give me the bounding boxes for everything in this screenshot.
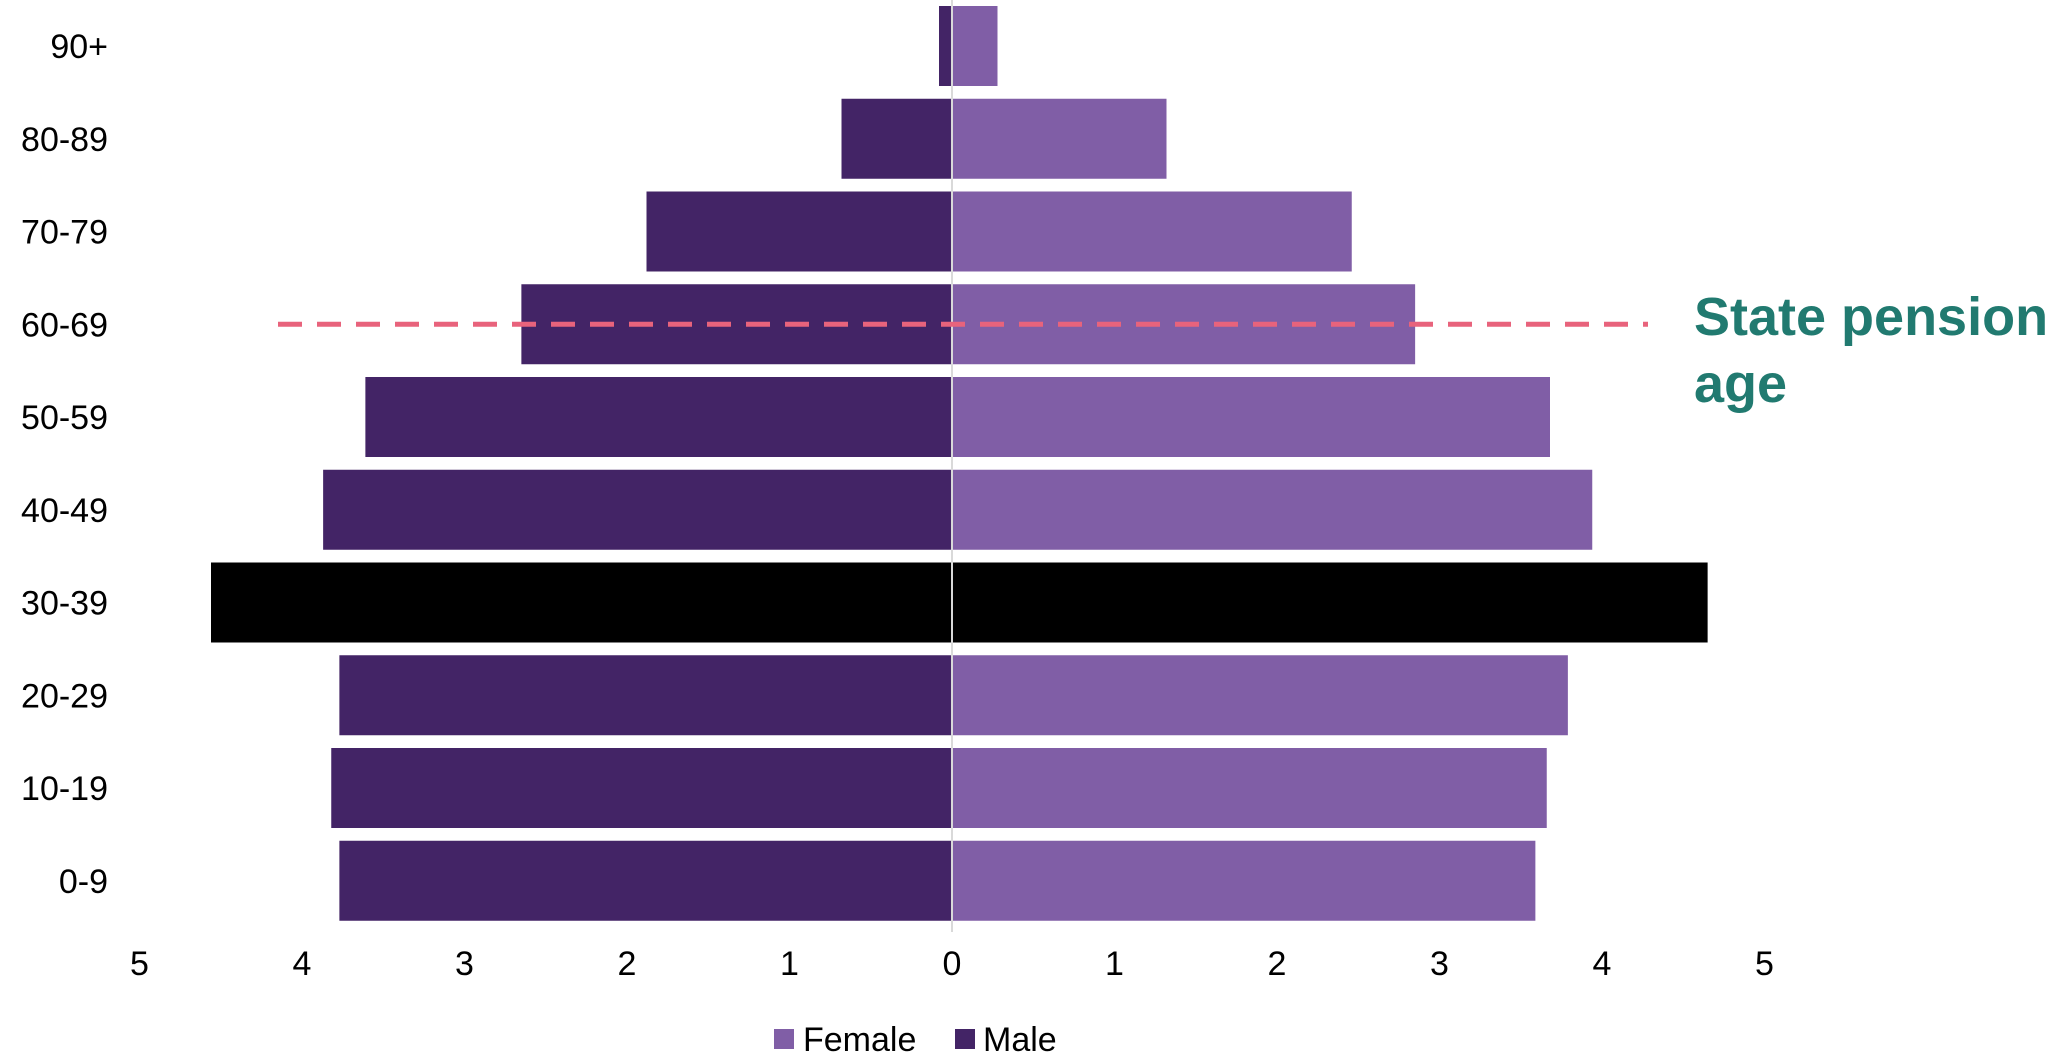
bar-male-20-29 (339, 655, 952, 736)
y-tick-label: 0-9 (59, 863, 108, 901)
bar-female-70-79 (952, 191, 1352, 272)
y-tick-label: 90+ (50, 28, 108, 66)
legend-label-male: Male (983, 1021, 1057, 1056)
x-tick-label: 3 (455, 945, 474, 983)
x-tick-label: 2 (618, 945, 637, 983)
y-tick-label: 80-89 (21, 121, 108, 159)
y-tick-label: 30-39 (21, 585, 108, 623)
x-tick-label: 1 (780, 945, 799, 983)
x-axis-labels: 5 4 3 2 1 0 1 2 3 4 5 (130, 945, 1774, 983)
y-tick-label: 40-49 (21, 492, 108, 530)
bar-female-90+ (952, 6, 998, 86)
reference-line-group: State pension age (278, 287, 2048, 414)
y-axis-labels: 0-9 10-19 20-29 30-39 40-49 50-59 60-69 70-79 80… (21, 28, 108, 901)
bars-group (211, 6, 1708, 921)
bar-male-80-89 (841, 98, 952, 179)
state-pension-age-label: State pension (1694, 287, 2048, 347)
bar-female-80-89 (952, 98, 1167, 179)
legend-swatch-female (774, 1029, 794, 1049)
bar-male-0-9 (339, 840, 952, 921)
x-tick-label: 2 (1268, 945, 1287, 983)
x-tick-label: 1 (1105, 945, 1124, 983)
legend-swatch-male (955, 1029, 975, 1049)
bar-male-50-59 (365, 377, 952, 457)
y-tick-label: 10-19 (21, 770, 108, 808)
bar-male-60-69 (521, 284, 952, 365)
x-tick-label: 4 (293, 945, 312, 983)
bar-female-20-29 (952, 655, 1568, 736)
bar-female-50-59 (952, 377, 1550, 457)
x-tick-label: 3 (1430, 945, 1449, 983)
legend: Female Male (774, 1021, 1057, 1056)
x-tick-label: 4 (1593, 945, 1612, 983)
legend-label-female: Female (803, 1021, 916, 1056)
bar-male-30-39 (211, 562, 952, 643)
bar-female-0-9 (952, 840, 1536, 921)
y-tick-label: 50-59 (21, 399, 108, 437)
x-tick-label: 0 (943, 945, 962, 983)
bar-female-40-49 (952, 469, 1593, 550)
x-tick-label: 5 (130, 945, 149, 983)
x-tick-label: 5 (1755, 945, 1774, 983)
bar-male-90+ (939, 6, 952, 86)
bar-female-30-39 (952, 562, 1708, 643)
y-tick-label: 60-69 (21, 306, 108, 344)
bar-male-40-49 (323, 469, 952, 550)
bar-female-10-19 (952, 748, 1547, 828)
state-pension-age-label: age (1694, 354, 1787, 414)
bar-male-70-79 (646, 191, 952, 272)
bar-male-10-19 (331, 748, 952, 828)
y-tick-label: 70-79 (21, 214, 108, 252)
y-tick-label: 20-29 (21, 677, 108, 715)
